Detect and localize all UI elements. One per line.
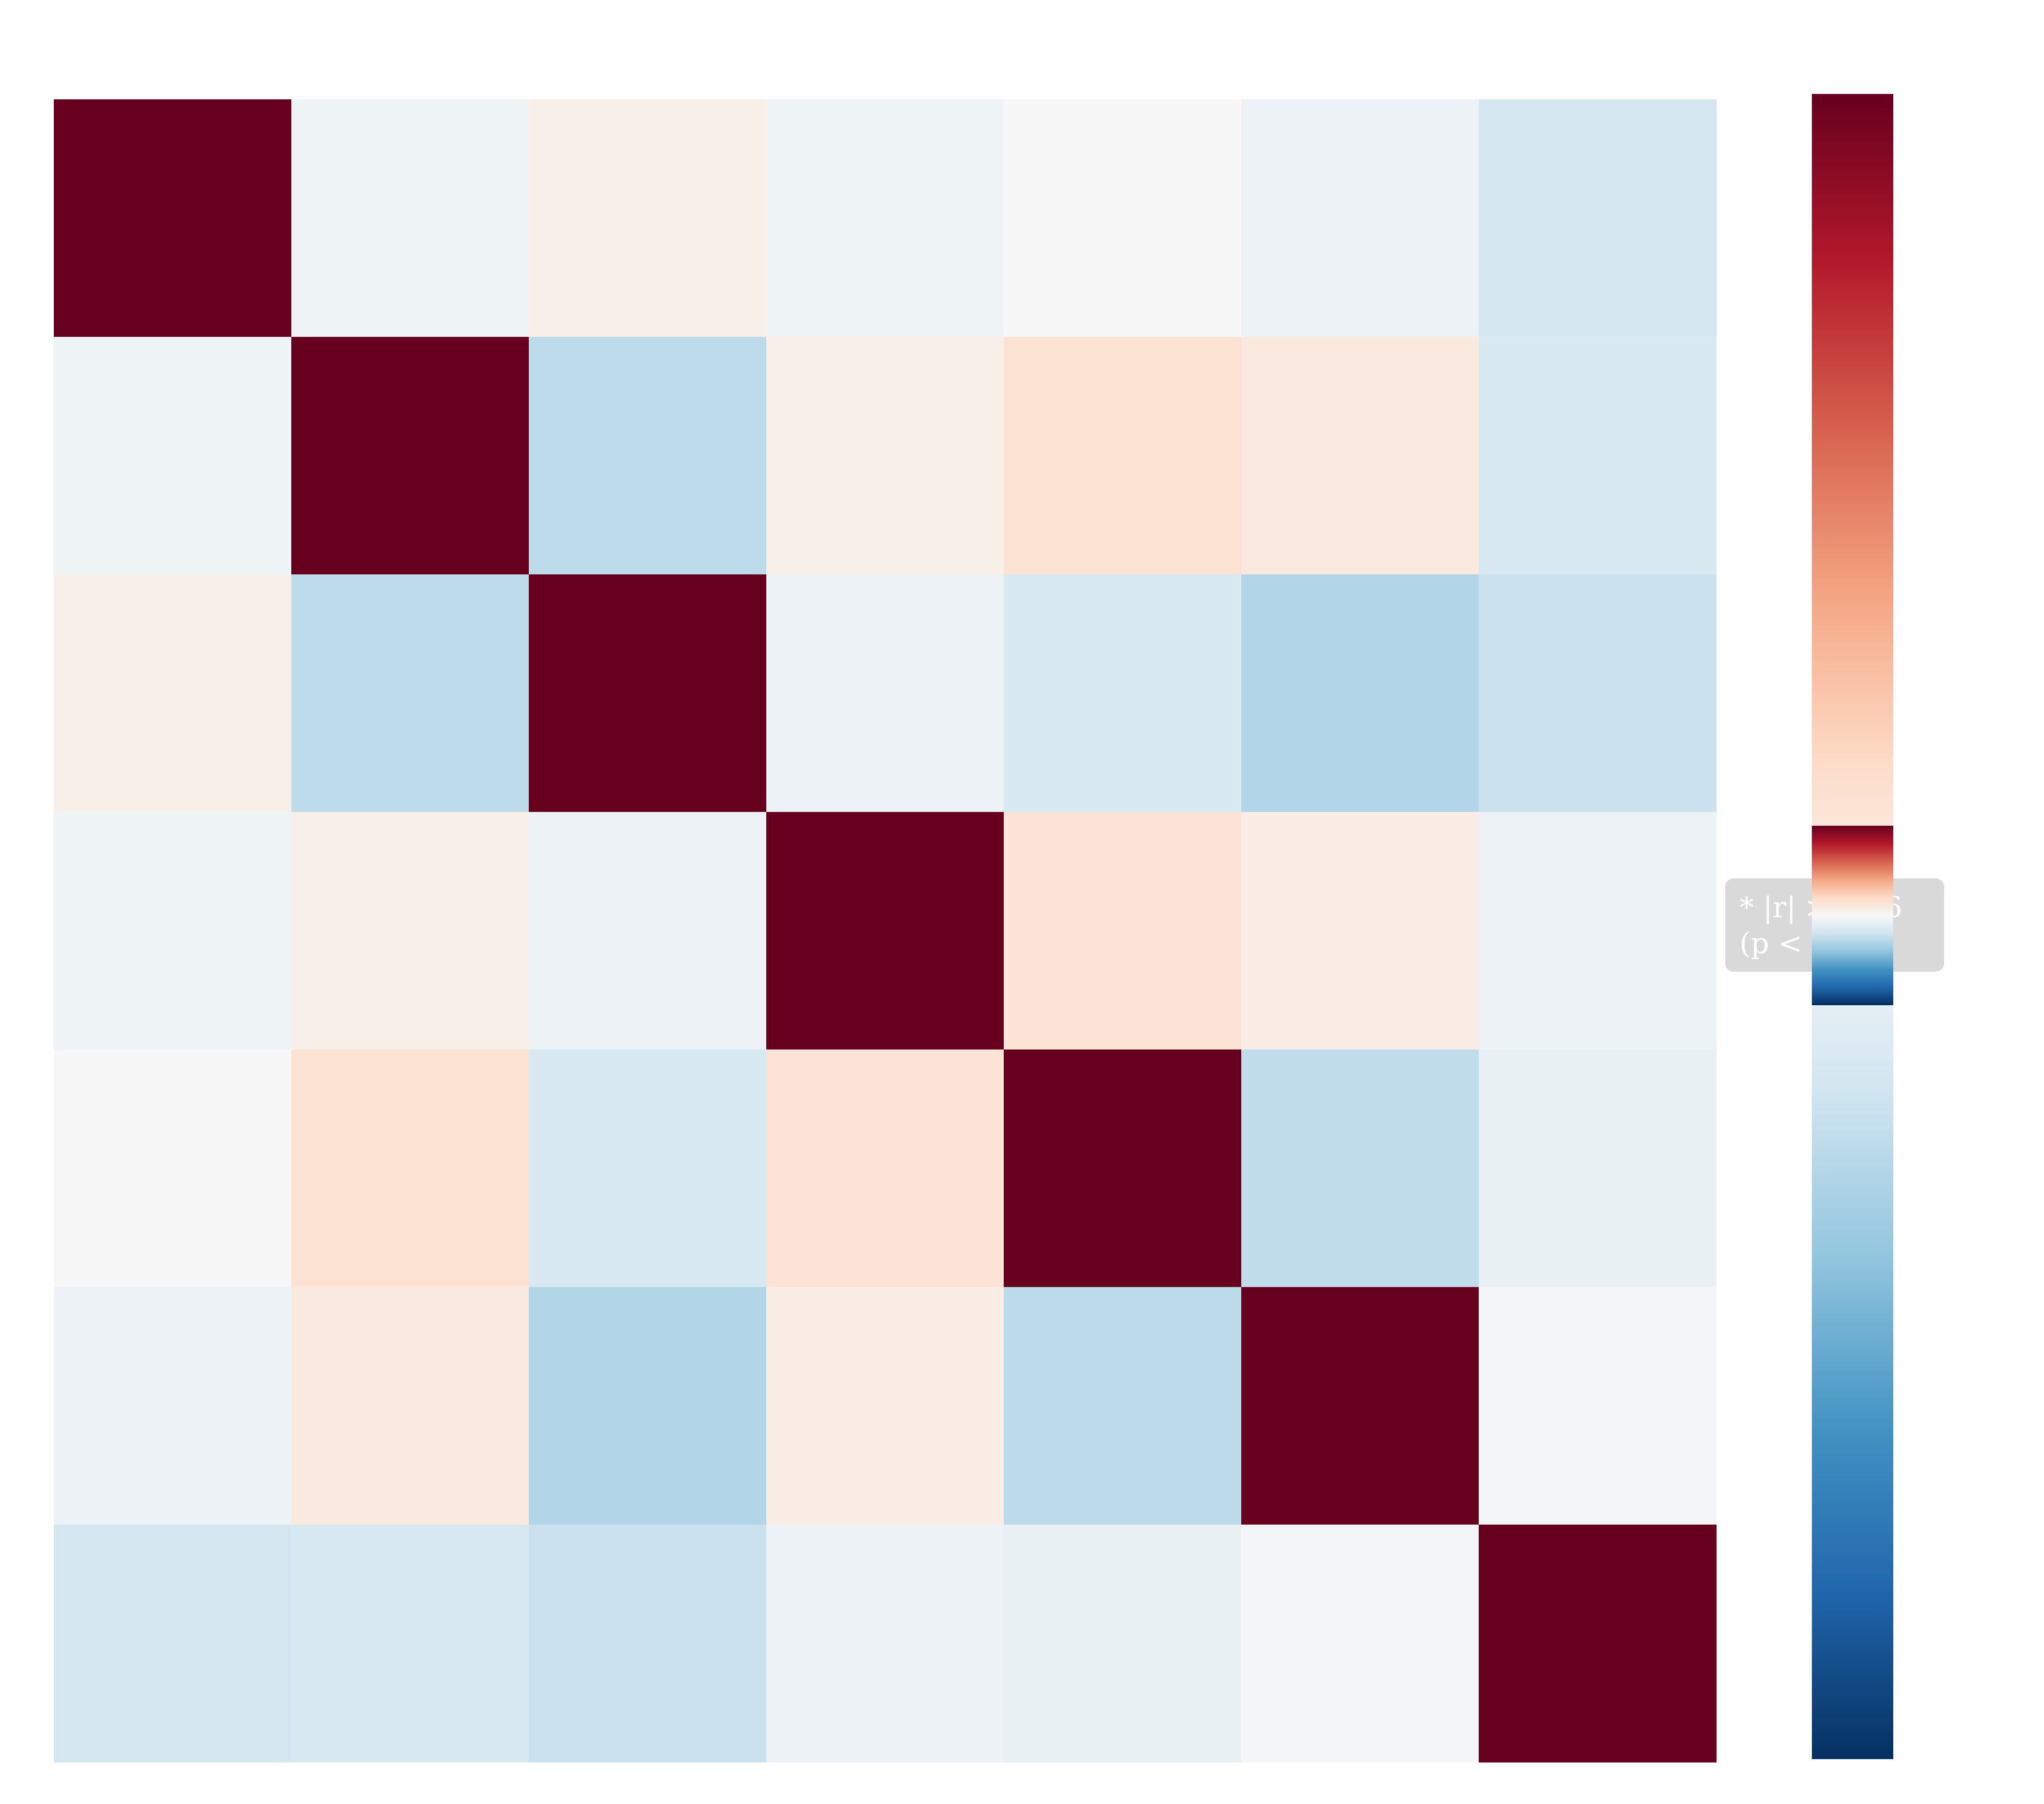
heatmap-cell-r3-c0 — [54, 812, 292, 1050]
heatmap-cell-r0-c1 — [291, 99, 529, 337]
heatmap-cell-r0-c6 — [1479, 99, 1717, 337]
heatmap-cell-r1-c1 — [291, 337, 529, 575]
heatmap-cell-r2-c2 — [529, 574, 767, 813]
heatmap-cell-r1-c3 — [766, 337, 1004, 575]
heatmap-cell-r6-c6 — [1479, 1525, 1717, 1763]
heatmap-cell-r5-c5 — [1241, 1287, 1479, 1525]
colorbar-overlay — [1812, 826, 1893, 1005]
heatmap-cell-r4-c6 — [1479, 1049, 1717, 1288]
heatmap-cell-r4-c3 — [766, 1049, 1004, 1288]
heatmap-cell-r1-c6 — [1479, 337, 1717, 575]
heatmap-cell-r3-c6 — [1479, 812, 1717, 1050]
heatmap-cell-r2-c5 — [1241, 574, 1479, 813]
heatmap-cell-r1-c0 — [54, 337, 292, 575]
heatmap-cell-r6-c4 — [1004, 1525, 1242, 1763]
heatmap-cell-r5-c4 — [1004, 1287, 1242, 1525]
heatmap-cell-r5-c6 — [1479, 1287, 1717, 1525]
heatmap-grid — [54, 99, 1717, 1763]
heatmap-cell-r1-c5 — [1241, 337, 1479, 575]
heatmap-cell-r3-c5 — [1241, 812, 1479, 1050]
heatmap-cell-r6-c1 — [291, 1525, 529, 1763]
heatmap-cell-r3-c3 — [766, 812, 1004, 1050]
heatmap-cell-r2-c0 — [54, 574, 292, 813]
heatmap-cell-r6-c3 — [766, 1525, 1004, 1763]
heatmap-cell-r0-c3 — [766, 99, 1004, 337]
heatmap-cell-r6-c0 — [54, 1525, 292, 1763]
heatmap-cell-r3-c2 — [529, 812, 767, 1050]
heatmap-cell-r4-c4 — [1004, 1049, 1242, 1288]
heatmap-cell-r5-c2 — [529, 1287, 767, 1525]
heatmap-cell-r2-c1 — [291, 574, 529, 813]
heatmap-cell-r1-c4 — [1004, 337, 1242, 575]
heatmap-cell-r5-c0 — [54, 1287, 292, 1525]
heatmap-cell-r5-c1 — [291, 1287, 529, 1525]
heatmap-cell-r6-c2 — [529, 1525, 767, 1763]
heatmap-cell-r1-c2 — [529, 337, 767, 575]
heatmap-cell-r2-c3 — [766, 574, 1004, 813]
heatmap-cell-r4-c1 — [291, 1049, 529, 1288]
heatmap-cell-r3-c4 — [1004, 812, 1242, 1050]
heatmap-cell-r6-c5 — [1241, 1525, 1479, 1763]
heatmap-cell-r4-c5 — [1241, 1049, 1479, 1288]
heatmap-cell-r0-c2 — [529, 99, 767, 337]
heatmap-cell-r4-c0 — [54, 1049, 292, 1288]
heatmap-cell-r3-c1 — [291, 812, 529, 1050]
heatmap-cell-r0-c4 — [1004, 99, 1242, 337]
heatmap-cell-r0-c5 — [1241, 99, 1479, 337]
heatmap-cell-r2-c6 — [1479, 574, 1717, 813]
heatmap-cell-r5-c3 — [766, 1287, 1004, 1525]
heatmap-cell-r4-c2 — [529, 1049, 767, 1288]
heatmap-cell-r0-c0 — [54, 99, 292, 337]
heatmap-cell-r2-c4 — [1004, 574, 1242, 813]
